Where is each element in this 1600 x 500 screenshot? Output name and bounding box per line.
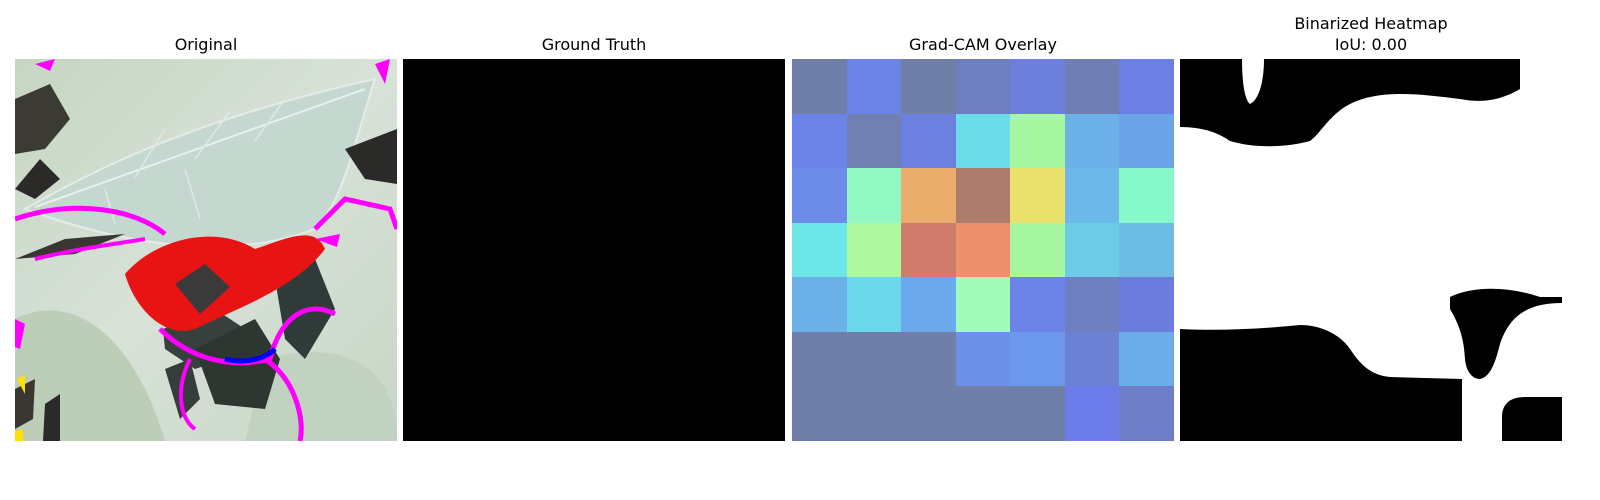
heatmap-cell [1119, 386, 1174, 441]
heatmap-cell [1010, 168, 1065, 223]
heatmap-cell [1010, 331, 1065, 387]
heatmap-cell [901, 113, 956, 169]
heatmap-cell [1064, 277, 1120, 332]
binarized-heatmap [1180, 59, 1562, 441]
heatmap-cell [1010, 222, 1065, 278]
heatmap-cell [1119, 222, 1174, 278]
heatmap-cell [901, 222, 956, 278]
heatmap-cell [846, 277, 902, 332]
heatmap-cell [846, 222, 902, 278]
gradcam-title: Grad-CAM Overlay [909, 35, 1057, 54]
heatmap-cell [792, 222, 847, 278]
heatmap-cell [955, 277, 1011, 332]
heatmap-cell [955, 222, 1011, 278]
heatmap-cell [901, 277, 956, 332]
heatmap-cell [792, 331, 847, 387]
original-title: Original [174, 35, 238, 54]
heatmap-cell [792, 168, 847, 223]
gradcam-grid [792, 59, 1174, 441]
original-image [15, 59, 397, 441]
heatmap-cell [955, 331, 1011, 387]
heatmap-cell [1064, 331, 1120, 387]
heatmap-cell [955, 386, 1011, 441]
iou-label: IoU: 0.00 [1334, 35, 1408, 54]
ground-truth-title: Ground Truth [541, 35, 647, 54]
heatmap-cell [955, 113, 1011, 169]
heatmap-cell [1064, 113, 1120, 169]
heatmap-cell [1119, 168, 1174, 223]
heatmap-cell [1119, 59, 1174, 114]
heatmap-cell [1010, 386, 1065, 441]
heatmap-cell [1064, 168, 1120, 223]
heatmap-cell [1119, 113, 1174, 169]
heatmap-cell [1119, 331, 1174, 387]
heatmap-cell [846, 331, 902, 387]
ground-truth-mask [403, 59, 785, 441]
heatmap-cell [792, 386, 847, 441]
heatmap-cell [901, 331, 956, 387]
heatmap-cell [1064, 222, 1120, 278]
heatmap-cell [1010, 59, 1065, 114]
heatmap-cell [846, 59, 902, 114]
heatmap-cell [1119, 277, 1174, 332]
heatmap-cell [901, 168, 956, 223]
heatmap-cell [1064, 386, 1120, 441]
binarized-title: Binarized Heatmap [1294, 14, 1448, 33]
heatmap-cell [792, 113, 847, 169]
heatmap-cell [1010, 113, 1065, 169]
heatmap-cell [901, 386, 956, 441]
heatmap-cell [1064, 59, 1120, 114]
heatmap-cell [846, 113, 902, 169]
heatmap-cell [846, 168, 902, 223]
heatmap-cell [792, 277, 847, 332]
heatmap-cell [955, 168, 1011, 223]
gradcam-overlay [792, 59, 1174, 441]
heatmap-cell [792, 59, 847, 114]
heatmap-cell [955, 59, 1011, 114]
heatmap-cell [1010, 277, 1065, 332]
heatmap-cell [901, 59, 956, 114]
heatmap-cell [846, 386, 902, 441]
